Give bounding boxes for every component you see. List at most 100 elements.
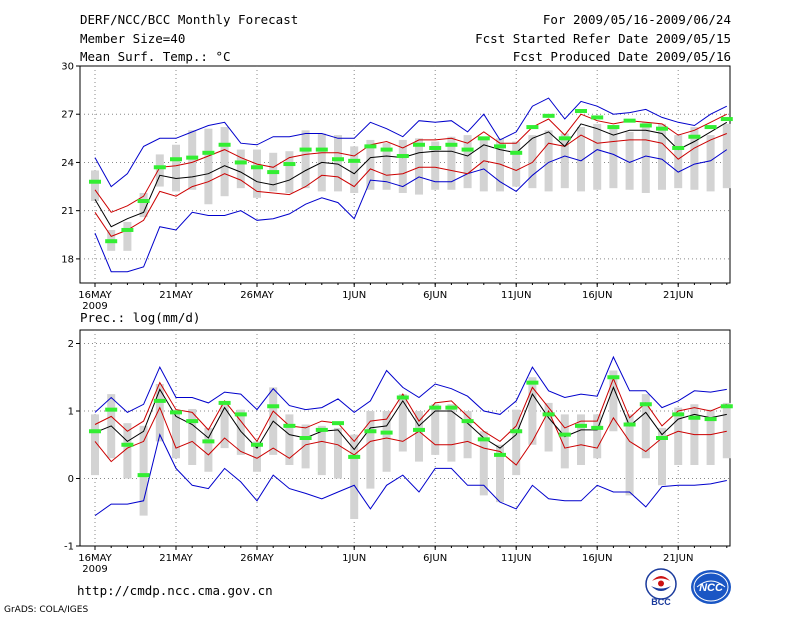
temp-median-mark (202, 150, 215, 155)
source-url[interactable]: http://cmdp.ncc.cma.gov.cn (77, 583, 273, 598)
prec-box (593, 414, 602, 459)
prec-mean-plus-sd-line (94, 377, 727, 443)
temp-box (139, 192, 148, 218)
precip-title: Prec.: log(mm/d) (80, 310, 201, 325)
temp-box (285, 151, 294, 193)
temp-median-mark (445, 142, 458, 147)
temp-median-mark (704, 125, 717, 130)
prec-xtick-label: 21MAY (159, 553, 193, 564)
prec-median-mark (105, 407, 118, 412)
temp-ytick-label: 21 (61, 206, 74, 217)
temp-ytick-label: 18 (61, 254, 74, 265)
ncc-logo-icon: NCC (691, 570, 731, 604)
prec-median-mark (510, 429, 523, 434)
prec-median-mark (153, 398, 166, 403)
temp-box (123, 221, 132, 251)
temp-box (593, 123, 602, 190)
temp-xtick-label: 21MAY (159, 290, 193, 301)
temp-box (188, 130, 197, 190)
prec-median-mark (591, 425, 604, 430)
prec-box (382, 411, 391, 472)
produced-label: Fcst Produced Date 2009/05/16 (512, 49, 731, 64)
prec-median-mark (202, 439, 215, 444)
prec-xtick-label: 26MAY (240, 553, 274, 564)
prec-box (172, 409, 180, 459)
temp-box (447, 136, 456, 190)
temp-box (479, 139, 488, 192)
temp-box (204, 128, 213, 205)
forecast-period-label: For 2009/05/16-2009/06/24 (542, 12, 731, 27)
prec-median-mark (348, 454, 361, 459)
prec-median-mark (251, 442, 263, 447)
temp-median-mark (218, 142, 231, 147)
temp-mean-plus-sd-line (94, 113, 728, 213)
temp-median-mark (526, 125, 539, 130)
bcc-logo-icon: BCC (645, 568, 677, 607)
prec-median-mark (526, 380, 539, 385)
prec-xtick-label: 21JUN (663, 553, 693, 564)
ncc-logo-text: NCC (699, 582, 724, 594)
temp-mean-line (94, 121, 728, 228)
temp-median-mark (542, 113, 555, 118)
prec-box (641, 394, 650, 459)
prec-box (188, 408, 197, 465)
prec-panel: -1 0 1 2 16MAY 21MAY 26MAY 1JUN 6JUN 11JUN 16JUN 21… (64, 329, 733, 575)
temp-box (172, 144, 180, 192)
prec-box (317, 425, 326, 476)
temp-box (350, 146, 359, 193)
temp-median-mark (494, 144, 506, 149)
prec-xtick-label: 16MAY (78, 553, 112, 564)
temp-box (301, 130, 310, 189)
prec-box (674, 407, 683, 465)
temp-median-mark (153, 165, 166, 170)
prec-box (366, 411, 375, 489)
prec-box (350, 434, 359, 519)
prec-median-mark (720, 404, 733, 409)
temp-median-mark (672, 145, 685, 150)
temp-median-mark (510, 150, 523, 155)
prec-median-mark (639, 402, 652, 407)
temp-box (155, 154, 164, 187)
prec-min-line (94, 433, 727, 517)
temp-ytick-label: 24 (61, 158, 74, 169)
temp-median-mark (591, 115, 604, 120)
temp-box (236, 149, 245, 189)
prec-box (625, 414, 634, 496)
temp-median-mark (283, 162, 296, 167)
prec-median-mark (283, 423, 296, 428)
temp-box (560, 133, 569, 189)
temp-box (722, 123, 731, 189)
prec-median-mark (477, 437, 490, 442)
temp-box (220, 127, 229, 197)
temp-median-mark (332, 157, 344, 162)
member-size-label: Member Size=40 (80, 31, 186, 46)
prec-ytick-label: 0 (68, 474, 74, 485)
prec-box (415, 411, 423, 462)
temp-xtick-label: 1JUN (342, 290, 366, 301)
prec-median-mark (315, 427, 328, 432)
prec-median-mark (218, 400, 231, 405)
temp-median-mark (267, 170, 280, 175)
variable-label: Mean Surf. Temp.: °C (80, 49, 231, 64)
prec-box (123, 423, 132, 479)
prec-box (285, 414, 294, 465)
temp-median-mark (137, 199, 150, 204)
temp-median-mark (461, 147, 474, 152)
prec-median-mark (364, 429, 377, 434)
temp-box (577, 127, 585, 192)
started-refer-label: Fcst Started Refer Date 2009/05/15 (475, 31, 731, 46)
temp-median-mark (315, 147, 328, 152)
temp-median-mark (105, 239, 118, 244)
temp-median-mark (89, 179, 101, 184)
prec-box (706, 409, 715, 465)
prec-median-mark (656, 436, 668, 440)
prec-box (609, 370, 618, 432)
temp-xtick-label: 11JUN (501, 290, 531, 301)
prec-median-mark (267, 404, 280, 409)
prec-box (220, 404, 229, 449)
prec-box (658, 427, 666, 486)
temp-max-line (94, 149, 728, 273)
prec-max-line (94, 355, 727, 415)
temp-xtick-label: 16JUN (582, 290, 612, 301)
prec-median-mark (607, 375, 620, 380)
